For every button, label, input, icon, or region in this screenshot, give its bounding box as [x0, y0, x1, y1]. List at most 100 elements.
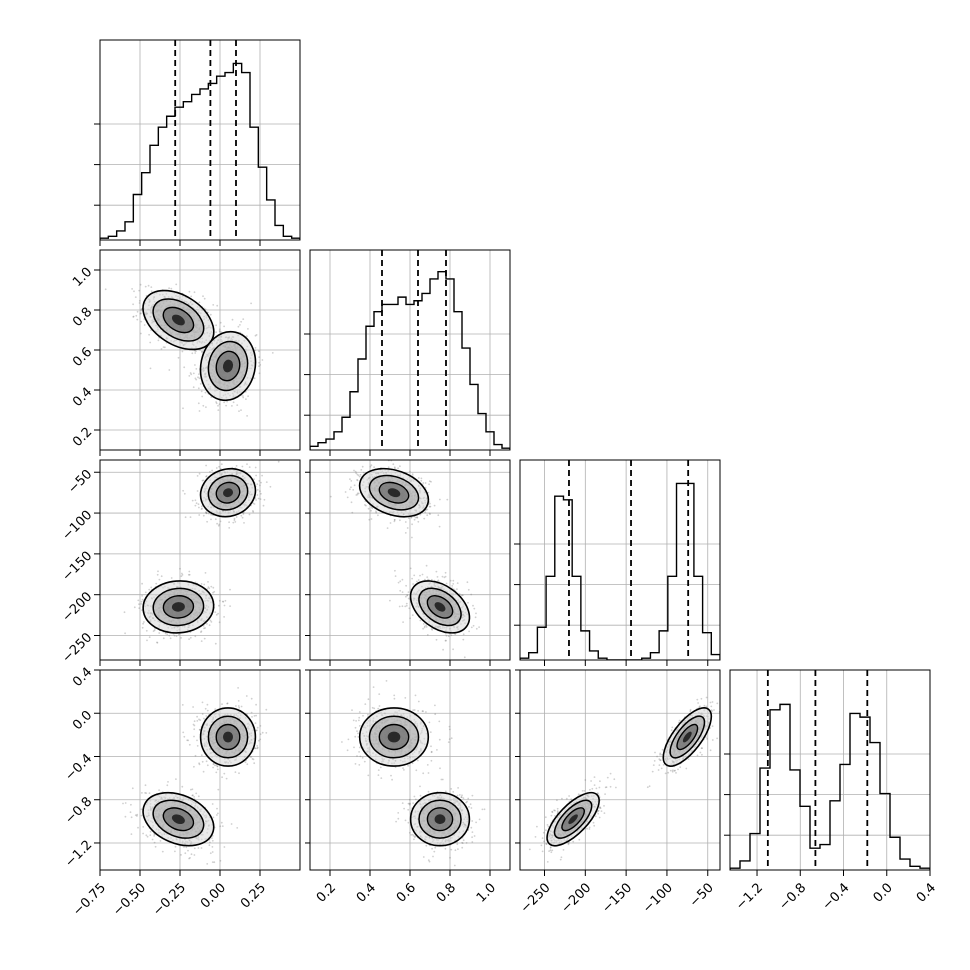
sample-point: [360, 469, 363, 471]
sample-point: [197, 795, 200, 798]
sample-point: [417, 579, 420, 581]
sample-point: [191, 352, 194, 355]
sample-point: [248, 466, 251, 468]
sample-point: [245, 695, 248, 697]
sample-point: [188, 638, 191, 640]
sample-point: [356, 473, 359, 476]
sample-point: [254, 349, 257, 352]
sample-point: [454, 633, 457, 635]
sample-point: [138, 607, 141, 609]
sample-point: [198, 506, 200, 509]
sample-point: [254, 466, 257, 469]
sample-point: [139, 283, 142, 286]
sample-point: [404, 521, 407, 523]
sample-point: [138, 302, 141, 304]
sample-point: [370, 518, 373, 520]
sample-point: [193, 291, 196, 294]
sample-point: [444, 639, 447, 642]
sample-point: [208, 512, 210, 515]
sample-point: [256, 746, 259, 749]
sample-point: [168, 287, 171, 290]
sample-point: [229, 588, 231, 591]
sample-point: [204, 308, 207, 311]
sample-point: [430, 578, 433, 581]
sample-point: [357, 474, 360, 477]
sample-point: [219, 520, 222, 523]
sample-point: [246, 455, 248, 457]
sample-point: [137, 599, 140, 602]
sample-point: [217, 612, 220, 615]
sample-point: [364, 504, 366, 506]
sample-point: [200, 847, 203, 849]
sample-point: [150, 586, 153, 589]
sample-point: [256, 494, 259, 496]
sample-point: [200, 508, 203, 510]
sample-point: [401, 605, 404, 608]
sample-point: [442, 648, 444, 651]
sample-point: [232, 521, 235, 524]
sample-point: [132, 315, 135, 318]
sample-point: [354, 470, 357, 473]
sample-point: [474, 616, 477, 619]
sample-point: [269, 485, 272, 488]
sample-point: [450, 634, 453, 637]
sample-point: [166, 633, 169, 636]
sample-point: [375, 510, 377, 513]
sample-point: [220, 821, 223, 824]
sample-point: [258, 356, 261, 358]
sample-point: [206, 520, 209, 523]
sample-point: [205, 511, 207, 514]
sample-point: [138, 603, 140, 606]
y-tick-label: −250: [59, 630, 95, 666]
sample-point: [445, 582, 448, 585]
sample-point: [398, 605, 401, 608]
sample-point: [233, 517, 236, 520]
sample-point: [169, 637, 172, 640]
sample-point: [194, 635, 197, 638]
sample-point: [234, 521, 237, 523]
sample-point: [205, 511, 208, 513]
sample-point: [151, 838, 154, 841]
sample-point: [256, 489, 259, 491]
sample-point: [173, 634, 176, 637]
sample-point: [441, 575, 444, 578]
sample-point: [219, 859, 222, 862]
sample-point: [329, 495, 332, 498]
sample-point: [411, 614, 414, 616]
sample-point: [209, 313, 212, 316]
sample-point: [429, 505, 432, 508]
sample-point: [224, 599, 227, 602]
sample-point: [242, 395, 244, 397]
sample-point: [199, 383, 202, 385]
sample-point: [401, 591, 404, 593]
sample-point: [467, 588, 470, 591]
sample-point: [205, 715, 208, 717]
sample-point: [124, 802, 127, 804]
sample-point: [210, 518, 212, 521]
sample-point: [405, 604, 408, 607]
sample-point: [167, 781, 169, 783]
y-tick-label: −50: [65, 467, 95, 497]
sample-point: [397, 467, 399, 470]
sample-point: [420, 479, 423, 482]
sample-point: [142, 622, 145, 625]
density-contour: [222, 359, 234, 373]
sample-point: [187, 573, 190, 576]
scatter-panel-2-0: −250−200−150−100−50: [59, 455, 301, 666]
sample-point: [181, 350, 184, 353]
sample-point: [215, 324, 218, 327]
sample-point: [146, 639, 148, 642]
sample-point: [153, 629, 156, 632]
sample-point: [239, 324, 241, 326]
sample-point: [218, 621, 221, 624]
sample-point: [250, 697, 253, 700]
sample-point: [356, 493, 359, 496]
sample-point: [262, 504, 265, 507]
sample-point: [362, 471, 365, 474]
sample-point: [456, 582, 459, 584]
sample-point: [210, 585, 213, 588]
sample-point: [461, 594, 464, 597]
sample-point: [399, 519, 401, 522]
sample-point: [430, 628, 433, 630]
